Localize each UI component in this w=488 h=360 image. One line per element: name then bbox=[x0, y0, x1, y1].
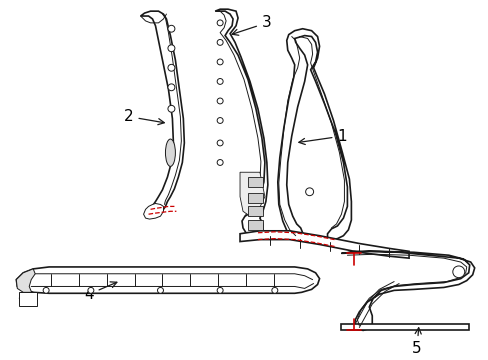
Circle shape bbox=[157, 287, 163, 293]
Circle shape bbox=[217, 287, 223, 293]
Circle shape bbox=[217, 78, 223, 84]
Circle shape bbox=[271, 287, 277, 293]
Ellipse shape bbox=[165, 139, 175, 166]
Bar bbox=[247, 193, 263, 203]
Text: 4: 4 bbox=[84, 282, 117, 302]
Circle shape bbox=[167, 64, 175, 71]
Bar bbox=[247, 177, 263, 187]
Polygon shape bbox=[141, 11, 184, 211]
Circle shape bbox=[43, 287, 49, 293]
Circle shape bbox=[217, 118, 223, 123]
Circle shape bbox=[167, 25, 175, 32]
Polygon shape bbox=[16, 267, 319, 293]
Polygon shape bbox=[19, 292, 37, 306]
Polygon shape bbox=[341, 251, 474, 330]
Circle shape bbox=[167, 84, 175, 91]
Polygon shape bbox=[215, 9, 267, 236]
Circle shape bbox=[167, 105, 175, 112]
Polygon shape bbox=[240, 172, 264, 216]
Polygon shape bbox=[240, 231, 408, 258]
Polygon shape bbox=[16, 269, 35, 292]
Circle shape bbox=[217, 140, 223, 146]
Circle shape bbox=[452, 266, 464, 278]
Text: 3: 3 bbox=[232, 15, 271, 35]
Text: 5: 5 bbox=[411, 328, 421, 356]
Circle shape bbox=[217, 159, 223, 165]
Circle shape bbox=[217, 40, 223, 45]
Text: 2: 2 bbox=[123, 109, 164, 125]
Bar bbox=[247, 220, 263, 230]
Circle shape bbox=[217, 98, 223, 104]
Polygon shape bbox=[341, 324, 468, 330]
Circle shape bbox=[167, 45, 175, 52]
Polygon shape bbox=[277, 29, 351, 240]
Text: 1: 1 bbox=[298, 129, 346, 144]
Circle shape bbox=[88, 287, 94, 293]
Polygon shape bbox=[143, 203, 163, 219]
Circle shape bbox=[217, 20, 223, 26]
Circle shape bbox=[217, 59, 223, 65]
Circle shape bbox=[305, 188, 313, 196]
Bar bbox=[247, 206, 263, 216]
